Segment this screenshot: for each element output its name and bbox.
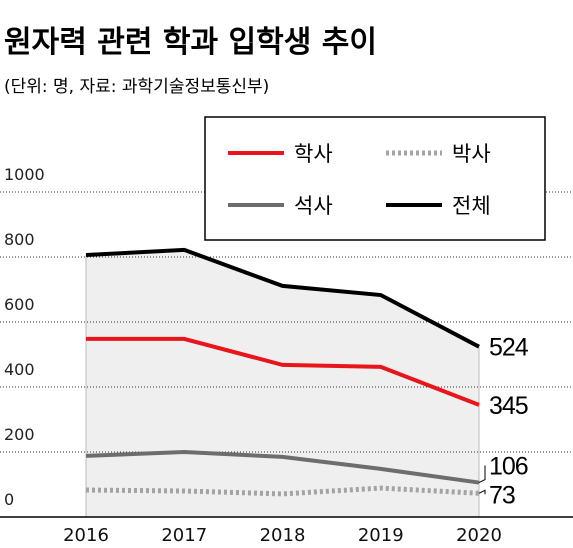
legend-label: 학사 — [294, 142, 333, 166]
chart-subtitle: (단위: 명, 자료: 과학기술정보통신부) — [4, 77, 269, 97]
y-tick-label: 200 — [4, 425, 35, 444]
x-tick-label: 2020 — [456, 525, 502, 546]
x-tick-label: 2019 — [358, 525, 404, 546]
y-tick-label: 1000 — [4, 165, 45, 184]
legend-label: 전체 — [452, 194, 491, 218]
legend-label: 석사 — [294, 194, 333, 218]
line — [86, 336, 480, 407]
x-tick-label: 2017 — [161, 525, 207, 546]
x-tick-label: 2016 — [63, 525, 109, 546]
line — [85, 449, 480, 485]
end-label: 73 — [489, 481, 515, 509]
legend-label: 박사 — [452, 142, 491, 166]
label-leader — [478, 465, 486, 483]
x-tick-label: 2018 — [260, 525, 306, 546]
legend-box — [204, 116, 546, 241]
line — [85, 247, 480, 349]
end-label: 345 — [489, 392, 528, 420]
end-label: 106 — [489, 453, 528, 481]
y-tick-label: 400 — [4, 360, 35, 379]
label-leader — [478, 489, 486, 495]
y-tick-label: 0 — [4, 490, 14, 509]
end-label: 524 — [489, 334, 529, 362]
chart-title: 원자력 관련 학과 입학생 추이 — [4, 25, 377, 60]
y-tick-label: 600 — [4, 295, 35, 314]
y-tick-label: 800 — [4, 230, 35, 249]
